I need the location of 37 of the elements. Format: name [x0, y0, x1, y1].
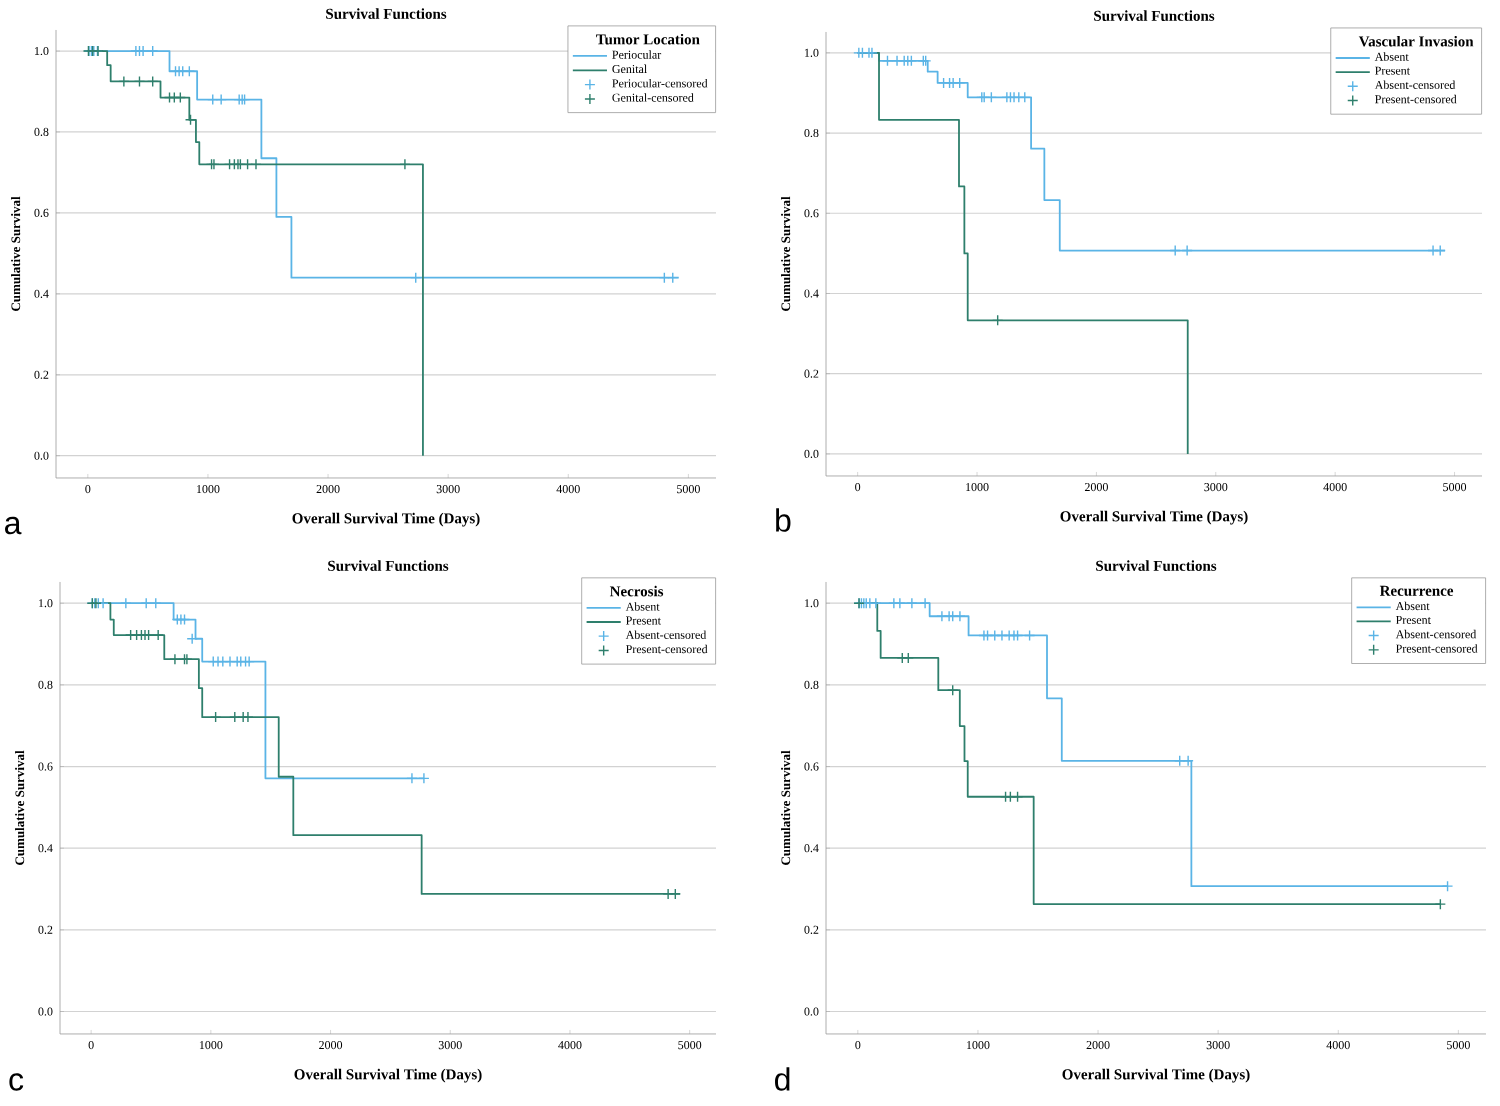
- text: b: [776, 508, 791, 532]
- point: [894, 598, 905, 609]
- point: [1435, 899, 1446, 910]
- point: [1170, 245, 1181, 256]
- point: [954, 77, 965, 88]
- point: [250, 159, 261, 170]
- point: [418, 773, 429, 784]
- text: d: [775, 1067, 790, 1091]
- point: [141, 598, 152, 609]
- point: [906, 598, 917, 609]
- point: [1428, 245, 1439, 256]
- point: [947, 685, 958, 696]
- point: [406, 773, 417, 784]
- point: [153, 630, 164, 641]
- point: [118, 76, 129, 87]
- point: [1182, 245, 1193, 256]
- point: [147, 46, 158, 57]
- text: a: [5, 516, 22, 535]
- point: [1174, 755, 1185, 766]
- point: [185, 114, 196, 125]
- point: [120, 598, 131, 609]
- point: [169, 654, 180, 665]
- point: [1183, 755, 1194, 766]
- point: [882, 55, 893, 66]
- point: [870, 598, 881, 609]
- point: [216, 94, 227, 105]
- point: [920, 598, 931, 609]
- point: [187, 633, 198, 644]
- point: [225, 656, 235, 667]
- point: [670, 888, 681, 899]
- point: [210, 712, 221, 723]
- point: [399, 159, 410, 170]
- point: [954, 611, 965, 622]
- point: [903, 652, 914, 663]
- point: [1442, 881, 1453, 892]
- point: [936, 611, 947, 622]
- text: c: [9, 1073, 24, 1091]
